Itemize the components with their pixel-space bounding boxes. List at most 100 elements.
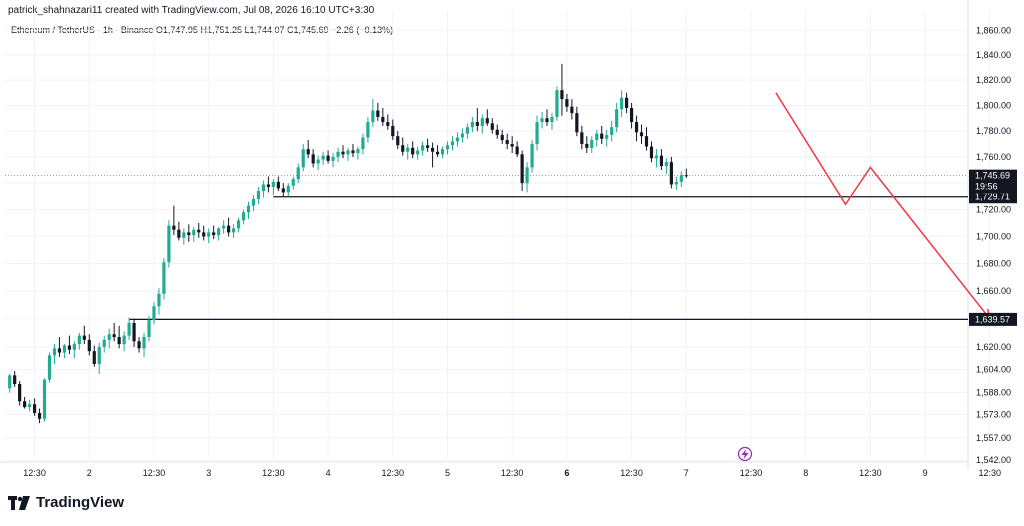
- candle-body: [595, 133, 599, 141]
- candle-body: [112, 334, 116, 338]
- candle-body: [212, 232, 216, 236]
- candle-body: [167, 225, 171, 263]
- candle-body: [222, 225, 226, 229]
- candle-body: [197, 229, 201, 233]
- candle-body: [545, 118, 549, 123]
- candle: [351, 143, 355, 157]
- candle: [28, 399, 32, 412]
- candle-body: [311, 154, 315, 164]
- candle-body: [341, 151, 345, 155]
- candle: [515, 141, 519, 157]
- candle-body: [664, 162, 668, 167]
- candle-body: [406, 147, 410, 152]
- candle-body: [266, 184, 270, 188]
- candle-body: [122, 335, 126, 345]
- y-tick-label: 1,573.00: [976, 409, 1011, 419]
- candle: [87, 334, 91, 356]
- candle-body: [256, 191, 261, 199]
- candle: [535, 115, 539, 151]
- candle-body: [455, 137, 460, 142]
- candle: [555, 86, 559, 121]
- candle-body: [142, 337, 146, 349]
- candle: [47, 352, 52, 383]
- candle: [396, 131, 400, 150]
- candle: [371, 99, 375, 128]
- candle-body: [625, 97, 629, 108]
- candle-body: [679, 175, 683, 182]
- candle: [52, 344, 57, 364]
- candle-body: [445, 145, 450, 150]
- candle-body: [18, 383, 22, 402]
- line-price-label-text: 1,729.71: [975, 192, 1010, 202]
- x-tick-label: 2: [87, 468, 92, 478]
- candle: [231, 224, 236, 238]
- candle: [197, 222, 201, 238]
- candle-body: [57, 348, 62, 353]
- line-price-label-bg: [969, 312, 1017, 326]
- candle: [236, 217, 241, 233]
- candle-body: [276, 181, 280, 189]
- candle: [177, 221, 181, 241]
- candle-body: [271, 181, 275, 188]
- candle-body: [42, 379, 47, 419]
- candle: [82, 325, 86, 345]
- y-tick-label: 1,542.00: [976, 455, 1011, 465]
- candle: [595, 129, 599, 147]
- candle-body: [152, 306, 156, 321]
- candle: [435, 145, 440, 157]
- candle: [152, 302, 156, 325]
- candle-body: [366, 122, 370, 138]
- candle-body: [669, 162, 673, 185]
- candle-body: [495, 129, 499, 135]
- candle: [112, 322, 116, 342]
- candle-body: [281, 188, 285, 193]
- candle: [92, 345, 96, 367]
- candle-body: [674, 181, 678, 185]
- candle-body: [236, 220, 241, 229]
- candle: [261, 180, 266, 198]
- y-tick-label: 1,588.00: [976, 388, 1011, 398]
- candle: [625, 92, 629, 114]
- x-tick-label: 7: [684, 468, 689, 478]
- candle-body: [8, 375, 12, 389]
- candle: [654, 149, 659, 168]
- candle: [520, 150, 524, 192]
- candle: [500, 129, 504, 144]
- x-tick-label: 4: [326, 468, 331, 478]
- y-tick-label: 1,604.00: [976, 365, 1011, 375]
- candle-body: [286, 185, 290, 193]
- candle-body: [306, 149, 310, 155]
- candle: [366, 116, 370, 143]
- candle: [311, 149, 315, 168]
- candle: [386, 114, 390, 130]
- candle: [127, 317, 131, 340]
- candle: [147, 315, 151, 342]
- candle: [256, 187, 261, 205]
- candle-body: [590, 140, 594, 148]
- candle: [495, 124, 499, 139]
- candle-body: [47, 355, 52, 380]
- candle: [600, 125, 604, 144]
- candle: [639, 124, 644, 144]
- last-price-label-bg: [969, 169, 1017, 194]
- candle: [590, 136, 594, 154]
- candle: [276, 176, 280, 192]
- x-tick-label: 12:30: [501, 468, 524, 478]
- grid-lines: [5, 10, 991, 461]
- candle: [644, 127, 649, 151]
- candle: [132, 318, 136, 347]
- y-tick-label: 1,700.00: [976, 231, 1011, 241]
- candle-body: [177, 229, 181, 238]
- candle: [605, 129, 609, 147]
- candle: [306, 140, 310, 159]
- candle-body: [291, 179, 295, 186]
- candle-body: [391, 125, 395, 137]
- y-tick-label: 1,800.00: [976, 100, 1011, 110]
- y-tick-label: 1,557.00: [976, 433, 1011, 443]
- candle-body: [97, 346, 101, 364]
- candle: [8, 373, 12, 393]
- tradingview-brand: TradingView: [8, 494, 124, 511]
- candle-body: [192, 229, 196, 236]
- x-tick-label: 12:30: [382, 468, 405, 478]
